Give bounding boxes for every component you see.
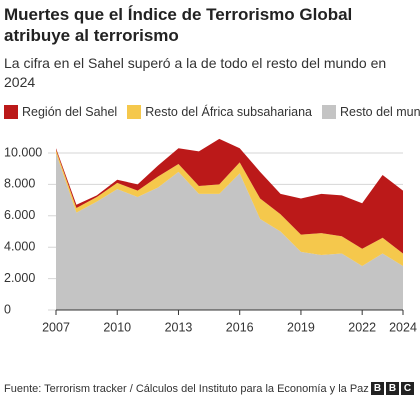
plot: 0 2.000 4.000 6.000 8.000 10.000 2007 2010 2013 2… <box>4 138 417 334</box>
y-tick-label: 0 <box>4 302 11 316</box>
y-tick-label: 8.000 <box>4 177 35 191</box>
logo-letter: B <box>386 382 399 395</box>
x-tick-label: 2022 <box>348 320 376 334</box>
logo-letter: B <box>371 382 384 395</box>
chart-subtitle: La cifra en el Sahel superó a la de todo… <box>4 55 387 90</box>
x-tick-label: 2019 <box>287 320 315 334</box>
y-tick-label: 6.000 <box>4 208 35 222</box>
legend-swatch <box>4 105 18 119</box>
x-tick-label: 2010 <box>103 320 131 334</box>
legend: Región del Sahel Resto del África subsaha… <box>4 105 420 119</box>
x-tick-label: 2016 <box>226 320 254 334</box>
logo-letter: C <box>401 382 414 395</box>
y-tick-label: 4.000 <box>4 239 35 253</box>
legend-item: Resto del mundo <box>321 105 420 119</box>
area <box>56 138 403 254</box>
legend-swatch <box>127 105 142 119</box>
y-tick-label: 2.000 <box>4 271 35 285</box>
legend-label: Resto del mundo <box>339 105 420 119</box>
legend-swatch <box>321 105 336 119</box>
legend-item: Resto del África subsahariana <box>127 105 312 119</box>
x-tick-label: 2007 <box>42 320 70 334</box>
y-tick-label: 10.000 <box>4 145 42 159</box>
x-tick-label: 2024 <box>389 320 417 334</box>
chart-title: Muertes que el Índice de Terrorismo Glob… <box>4 5 353 45</box>
area <box>56 153 403 310</box>
legend-label: Resto del África subsahariana <box>145 105 312 119</box>
x-tick-label: 2013 <box>165 320 193 334</box>
area <box>56 149 403 267</box>
source: Fuente: Terrorism tracker / Cálculos del… <box>4 383 369 395</box>
legend-item: Región del Sahel <box>4 105 117 119</box>
legend-label: Región del Sahel <box>22 105 118 119</box>
